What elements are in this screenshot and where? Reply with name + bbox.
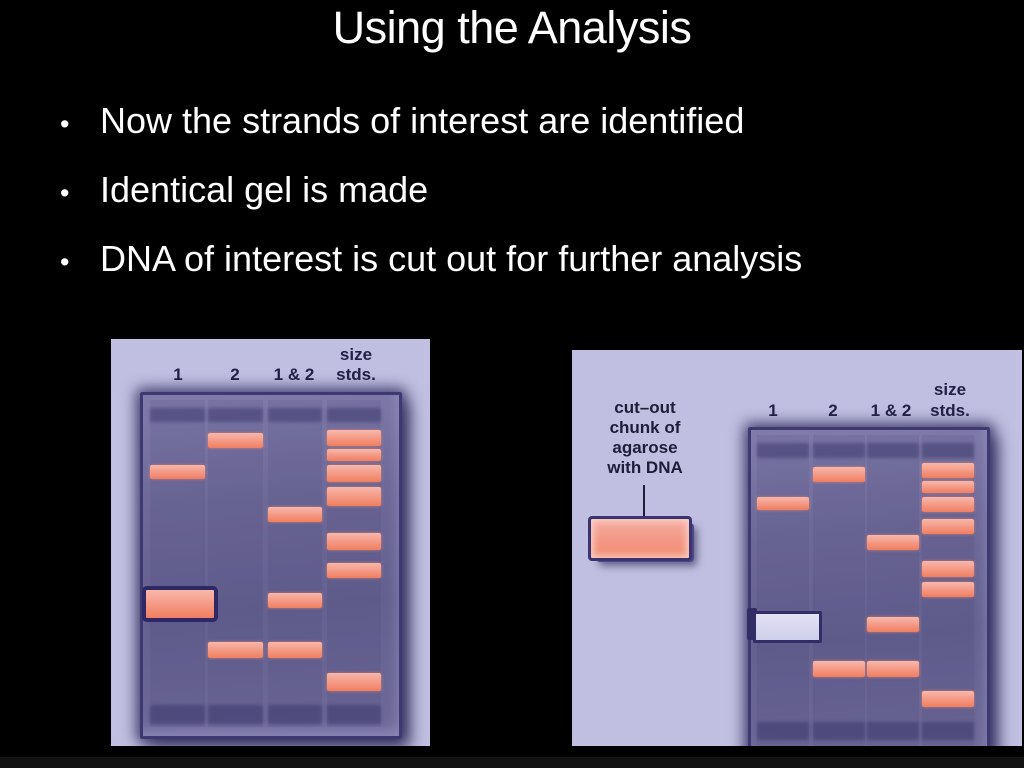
size-stds-label-line2: stds. [336, 365, 376, 384]
dna-band [327, 465, 381, 482]
dna-band [327, 430, 381, 446]
gel-well [757, 722, 809, 740]
bullet-item: • Identical gel is made [60, 157, 1010, 226]
bullet-item: • Now the strands of interest are identi… [60, 88, 1010, 157]
dna-band [922, 463, 974, 478]
gel-well [922, 722, 974, 740]
dna-band [922, 519, 974, 534]
figure-left-gel: 1 2 1 & 2 size stds. [111, 339, 430, 746]
bullet-list: • Now the strands of interest are identi… [60, 88, 1010, 295]
callout-connector-line [643, 485, 645, 516]
dna-band [813, 661, 865, 677]
dna-band [327, 563, 381, 578]
gel-lane [757, 435, 809, 746]
gel-well [208, 408, 263, 422]
cutout-hole [753, 611, 822, 643]
dna-band [327, 533, 381, 550]
dna-band [208, 433, 263, 448]
dna-band [867, 617, 919, 632]
size-stds-label-line1: size [933, 380, 967, 399]
size-stds-label-line1: size [339, 345, 373, 364]
cutout-callout-label: cut–out chunk of agarose with DNA [585, 398, 705, 478]
cutout-left-edge [747, 608, 757, 640]
figure-right-gel: 1 2 1 & 2 size stds. cut–out chunk of ag… [572, 350, 1022, 746]
highlighted-band [142, 586, 218, 622]
gel-well [327, 408, 381, 422]
gel-well [150, 408, 205, 422]
dna-band [867, 661, 919, 677]
gel-well [867, 443, 919, 458]
size-stds-label-line2: stds. [930, 401, 970, 420]
dna-band [268, 642, 322, 658]
gel-lane [208, 400, 263, 727]
gel-well [268, 408, 322, 422]
gel-well [813, 443, 865, 458]
dna-band [268, 507, 322, 522]
dna-band [757, 497, 809, 510]
dna-band [268, 593, 322, 608]
lane-label-1: 1 [173, 365, 183, 384]
dna-band [327, 487, 381, 506]
lane-label-2: 2 [828, 401, 838, 420]
lane-label-1: 1 [768, 401, 778, 420]
dna-band [813, 467, 865, 482]
dna-band [327, 673, 381, 691]
gel-well [150, 705, 205, 724]
gel-well [922, 443, 974, 458]
slide-title: Using the Analysis [332, 2, 692, 53]
bottom-strip [0, 757, 1024, 768]
gel-well [757, 443, 809, 458]
bullet-dot-icon: • [60, 178, 70, 208]
lane-label-1and2: 1 & 2 [870, 401, 912, 420]
gel-lane [813, 435, 865, 746]
bullet-dot-icon: • [60, 247, 70, 277]
lane-label-1and2: 1 & 2 [273, 365, 315, 384]
dna-band [208, 642, 263, 658]
bullet-text: DNA of interest is cut out for further a… [100, 238, 803, 279]
dna-band [922, 497, 974, 512]
dna-band [922, 561, 974, 577]
gel-well [813, 722, 865, 740]
bullet-text: Identical gel is made [100, 169, 429, 210]
gel-well [327, 705, 381, 724]
callout-line-3: agarose [612, 438, 678, 457]
gel-well [208, 705, 263, 724]
lane-label-2: 2 [230, 365, 240, 384]
callout-line-2: chunk of [609, 418, 681, 437]
agarose-chunk [588, 516, 692, 561]
dna-band [867, 535, 919, 550]
gel-lane [150, 400, 205, 727]
dna-band [150, 465, 205, 479]
callout-line-1: cut–out [614, 398, 676, 417]
dna-band [327, 449, 381, 461]
dna-band [922, 481, 974, 493]
gel-well [867, 722, 919, 740]
bullet-dot-icon: • [60, 109, 70, 139]
gel-well [268, 705, 322, 724]
callout-line-4: with DNA [607, 458, 683, 477]
gel-lane [867, 435, 919, 746]
gel-lane [268, 400, 322, 727]
bullet-item: • DNA of interest is cut out for further… [60, 226, 1010, 295]
bullet-text: Now the strands of interest are identifi… [100, 100, 745, 141]
dna-band [922, 582, 974, 597]
dna-band [922, 691, 974, 707]
